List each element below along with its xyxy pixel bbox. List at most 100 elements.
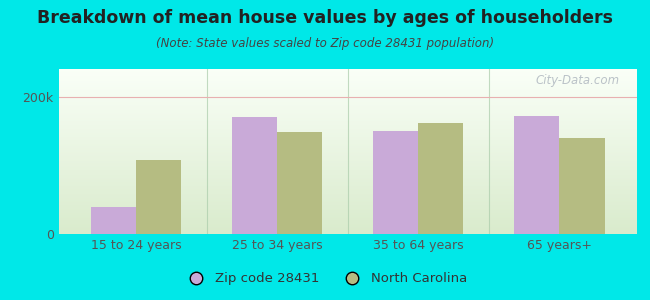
Bar (58, 138, 637, 139)
Bar (58, 205, 637, 206)
Bar (58, 129, 637, 130)
Bar (58, 85, 637, 86)
Bar (58, 104, 637, 105)
Bar (58, 174, 637, 175)
Bar (58, 86, 637, 87)
Bar (58, 224, 637, 225)
Bar (58, 202, 637, 203)
Bar (58, 160, 637, 161)
Bar (58, 173, 637, 174)
Bar (58, 101, 637, 102)
Bar (58, 190, 637, 191)
Bar (58, 215, 637, 216)
Bar (58, 177, 637, 178)
Bar (58, 232, 637, 233)
Bar (58, 76, 637, 77)
Bar (58, 233, 637, 234)
Bar (58, 102, 637, 103)
Bar (58, 231, 637, 232)
Bar (58, 70, 637, 71)
Bar (58, 96, 637, 97)
Bar (58, 175, 637, 176)
Bar (58, 212, 637, 213)
Bar (58, 192, 637, 193)
Bar (58, 151, 637, 152)
Bar (58, 82, 637, 83)
Bar (58, 116, 637, 117)
Bar (58, 181, 637, 182)
Bar (58, 183, 637, 184)
Bar (58, 153, 637, 154)
Bar (58, 209, 637, 210)
Bar (58, 79, 637, 80)
Bar (136, 160, 181, 234)
Bar (58, 156, 637, 157)
Bar (58, 216, 637, 217)
Bar (58, 122, 637, 123)
Bar (58, 109, 637, 110)
Bar (58, 207, 637, 208)
Bar (58, 200, 637, 201)
Bar (58, 83, 637, 84)
Bar (58, 77, 637, 78)
Bar (58, 139, 637, 140)
Bar (58, 187, 637, 188)
Bar (58, 206, 637, 207)
Bar (58, 170, 637, 171)
Bar (58, 168, 637, 169)
Bar (58, 185, 637, 186)
Bar (58, 223, 637, 224)
Bar (58, 150, 637, 151)
Bar (58, 208, 637, 209)
Bar (58, 145, 637, 146)
Bar (58, 180, 637, 181)
Bar (58, 144, 637, 145)
Bar (58, 115, 637, 116)
Bar (58, 114, 637, 115)
Bar (58, 172, 637, 173)
Bar (58, 118, 637, 119)
Bar (58, 126, 637, 127)
Bar (58, 97, 637, 98)
Bar (58, 92, 637, 93)
Bar (419, 123, 463, 234)
Bar (58, 107, 637, 108)
Bar (58, 194, 637, 195)
Bar (58, 165, 637, 166)
Bar (277, 132, 322, 234)
Bar (58, 197, 637, 198)
Bar (514, 116, 560, 234)
Bar (58, 155, 637, 156)
Bar (58, 106, 637, 107)
Bar (58, 71, 637, 72)
Bar (58, 211, 637, 212)
Bar (58, 203, 637, 204)
Bar (58, 73, 637, 74)
Bar (58, 219, 637, 220)
Bar (58, 220, 637, 221)
Bar (58, 135, 637, 136)
Bar (58, 164, 637, 165)
Bar (58, 199, 637, 200)
Bar (58, 195, 637, 196)
Bar (58, 121, 637, 122)
Bar (58, 87, 637, 88)
Bar (58, 94, 637, 95)
Bar (58, 229, 637, 230)
Bar (58, 113, 637, 114)
Bar (58, 119, 637, 120)
Bar (58, 228, 637, 229)
Bar (58, 214, 637, 215)
Bar (58, 88, 637, 89)
Bar (58, 78, 637, 79)
Bar (58, 154, 637, 155)
Bar (58, 125, 637, 126)
Bar (58, 198, 637, 199)
Bar (58, 124, 637, 125)
Bar (58, 158, 637, 159)
Bar (58, 85, 637, 86)
Bar (58, 210, 637, 211)
Bar (58, 100, 637, 101)
Bar (373, 131, 419, 234)
Bar (58, 128, 637, 129)
